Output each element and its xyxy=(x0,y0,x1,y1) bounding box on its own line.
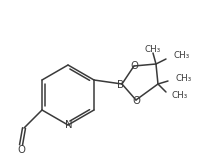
Text: CH₃: CH₃ xyxy=(144,46,160,54)
Text: CH₃: CH₃ xyxy=(171,92,187,100)
Text: CH₃: CH₃ xyxy=(175,75,191,83)
Text: CH₃: CH₃ xyxy=(173,51,189,61)
Text: N: N xyxy=(65,120,73,130)
Text: B: B xyxy=(117,80,124,90)
Text: O: O xyxy=(129,61,137,71)
Text: O: O xyxy=(17,145,25,155)
Text: O: O xyxy=(131,96,139,106)
